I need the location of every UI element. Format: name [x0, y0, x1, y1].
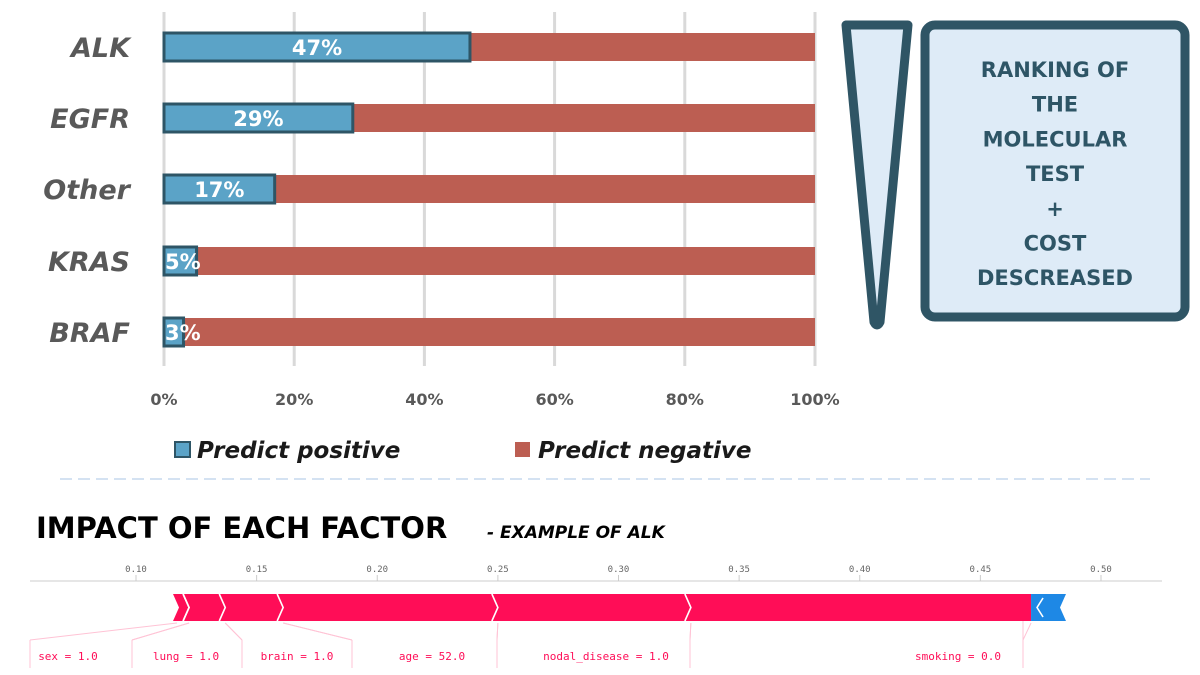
- bar-positive: [162, 31, 472, 63]
- force-feature-label: sex = 1.0: [38, 650, 98, 663]
- force-tick-label: 0.20: [366, 565, 388, 575]
- bar-positive: [162, 102, 355, 134]
- category-label: Other: [43, 175, 131, 206]
- bar-value-label: 17%: [194, 178, 244, 202]
- force-label-connector: [224, 622, 243, 641]
- force-segment-divider: [182, 593, 190, 622]
- x-tick-labels: 0% 20% 40% 60% 80% 100%: [150, 390, 839, 409]
- force-tick-label: 0.45: [970, 565, 992, 575]
- force-axis-ticks: 0.10 0.15 0.20 0.25 0.30 0.35 0.40 0.45 0.50: [125, 565, 1112, 581]
- force-feature-label: brain = 1.0: [261, 650, 334, 663]
- legend-label-negative: Predict negative: [538, 438, 752, 464]
- ranking-box-text: RANKING OF THE MOLECULAR TEST + COST DESCREASE…: [977, 58, 1133, 290]
- category-labels: ALK EGFR Other KRAS BRAF: [43, 33, 132, 349]
- ranking-box-line: +: [1046, 197, 1064, 221]
- ranking-box-line: DESCREASED: [977, 266, 1133, 290]
- force-segment-divider: [218, 593, 227, 622]
- x-tick-label: 20%: [275, 390, 313, 409]
- force-label-connector: [689, 622, 692, 641]
- force-segment-divider: [684, 593, 692, 622]
- legend-swatch-positive: [174, 441, 191, 458]
- ranking-box-line: THE: [1032, 93, 1078, 117]
- force-tick-label: 0.40: [849, 565, 871, 575]
- ranking-box-line: RANKING OF: [981, 58, 1129, 82]
- category-label: ALK: [69, 33, 132, 64]
- force-tick-label: 0.30: [608, 565, 630, 575]
- category-label: KRAS: [48, 247, 130, 278]
- force-feature-label: age = 52.0: [399, 650, 465, 663]
- force-feature-labels: sex = 1.0 lung = 1.0 brain = 1.0 age = 52.0…: [29, 621, 1032, 668]
- force-feature-label: lung = 1.0: [153, 650, 219, 663]
- bar-positive: [162, 316, 186, 348]
- force-segment-divider: [491, 593, 499, 622]
- bar-value-label: 47%: [292, 36, 342, 60]
- ranking-box-line: TEST: [1026, 162, 1085, 186]
- category-label: BRAF: [49, 318, 130, 349]
- bar-negative: [352, 104, 815, 132]
- bar-chart: 47% 29% 17% 5% 3% ALK EGFR Other KRAS BRAF 0% 20%…: [43, 12, 840, 409]
- legend: Predict positive Predict negative: [174, 438, 752, 464]
- ranking-box-line: MOLECULAR: [983, 127, 1128, 151]
- bar-value-label: 5%: [165, 250, 201, 274]
- force-tick-label: 0.10: [125, 565, 147, 575]
- bar-negative: [274, 175, 815, 203]
- ranking-box: RANKING OF THE MOLECULAR TEST + COST DESCREASE…: [920, 20, 1190, 322]
- force-segment-divider: [1036, 597, 1044, 618]
- force-feature-label: nodal_disease = 1.0: [543, 650, 669, 663]
- impact-heading: IMPACT OF EACH FACTOR - EXAMPLE OF ALK: [36, 511, 667, 545]
- force-label-connector: [131, 622, 190, 641]
- bar-positive: [162, 245, 199, 277]
- force-plot: 0.10 0.15 0.20 0.25 0.30 0.35 0.40 0.45 0.50 sex…: [29, 565, 1162, 668]
- force-label-connector: [29, 622, 178, 641]
- force-bar: [173, 593, 1066, 622]
- bar-negative: [196, 247, 816, 275]
- bar-value-label: 29%: [233, 107, 283, 131]
- x-tick-label: 40%: [405, 390, 443, 409]
- force-label-connector: [1022, 622, 1032, 641]
- bar-positive: [162, 173, 277, 205]
- force-tick-label: 0.25: [487, 565, 509, 575]
- x-tick-label: 60%: [535, 390, 573, 409]
- bar-marks: 47% 29% 17% 5% 3%: [162, 31, 816, 348]
- bar-negative: [183, 318, 815, 346]
- ranking-box-line: COST: [1024, 232, 1087, 256]
- bar-value-label: 3%: [165, 321, 201, 345]
- category-label: EGFR: [50, 104, 130, 135]
- impact-title: IMPACT OF EACH FACTOR: [36, 511, 447, 545]
- x-tick-label: 0%: [150, 390, 177, 409]
- force-positive-body: [173, 594, 1032, 621]
- funnel-triangle: [841, 20, 913, 330]
- x-tick-label: 80%: [666, 390, 704, 409]
- force-tick-label: 0.15: [246, 565, 268, 575]
- force-segment-divider: [276, 593, 285, 622]
- force-label-connector: [496, 622, 499, 641]
- bar-negative: [469, 33, 815, 61]
- force-feature-label: smoking = 0.0: [915, 650, 1001, 663]
- force-tick-label: 0.35: [728, 565, 750, 575]
- force-tick-label: 0.50: [1090, 565, 1112, 575]
- x-tick-label: 100%: [790, 390, 839, 409]
- force-negative-body: [1031, 594, 1066, 621]
- impact-subtitle: - EXAMPLE OF ALK: [487, 523, 667, 543]
- legend-swatch-negative: [515, 442, 530, 457]
- force-label-connector: [283, 622, 353, 641]
- legend-label-positive: Predict positive: [197, 438, 400, 464]
